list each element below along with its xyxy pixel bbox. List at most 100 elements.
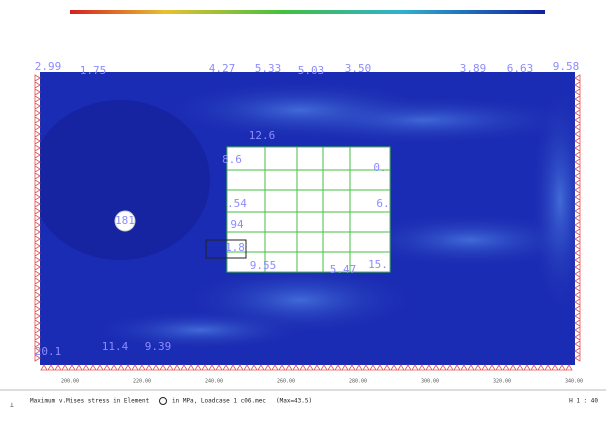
stress-label: 8.6 (222, 153, 242, 166)
support (286, 365, 292, 370)
support (35, 264, 40, 270)
support (35, 152, 40, 158)
support (35, 243, 40, 249)
support (153, 365, 159, 370)
support (230, 365, 236, 370)
support (575, 271, 580, 277)
stress-label: 181 (115, 214, 135, 227)
support (314, 365, 320, 370)
support (468, 365, 474, 370)
support (575, 159, 580, 165)
support (69, 365, 75, 370)
support (35, 138, 40, 144)
support (575, 229, 580, 235)
support (575, 264, 580, 270)
support (412, 365, 418, 370)
stress-label: 15. (368, 258, 388, 271)
support (35, 124, 40, 130)
support (545, 365, 551, 370)
support (566, 365, 572, 370)
support (35, 292, 40, 298)
support (35, 117, 40, 123)
support (118, 365, 124, 370)
support (377, 365, 383, 370)
support (35, 173, 40, 179)
support (489, 365, 495, 370)
support (575, 257, 580, 263)
support (575, 75, 580, 81)
support (90, 365, 96, 370)
stress-label: 5.47 (330, 263, 357, 276)
support (244, 365, 250, 370)
support (575, 180, 580, 186)
x-axis-label: 300.00 (421, 379, 439, 385)
support (575, 334, 580, 340)
support (195, 365, 201, 370)
support (510, 365, 516, 370)
support (391, 365, 397, 370)
support (35, 194, 40, 200)
support (575, 152, 580, 158)
stress-label: 20.1 (35, 345, 62, 358)
stress-label: 9.58 (553, 60, 580, 73)
support (447, 365, 453, 370)
support (575, 327, 580, 333)
support (35, 145, 40, 151)
support (307, 365, 313, 370)
support (328, 365, 334, 370)
support (35, 327, 40, 333)
support (209, 365, 215, 370)
support (35, 103, 40, 109)
support (349, 365, 355, 370)
color-bar (70, 10, 545, 14)
axis-icon: ⊥ (10, 402, 14, 409)
support (552, 365, 558, 370)
support (35, 180, 40, 186)
stress-label: 9.55 (250, 259, 277, 272)
support (97, 365, 103, 370)
support (524, 365, 530, 370)
support (188, 365, 194, 370)
support (132, 365, 138, 370)
support (575, 201, 580, 207)
x-axis-label: 260.00 (277, 379, 295, 385)
support (575, 320, 580, 326)
opening (227, 147, 390, 272)
support (575, 292, 580, 298)
support (575, 173, 580, 179)
support (559, 365, 565, 370)
support (575, 341, 580, 347)
support (35, 257, 40, 263)
support (575, 222, 580, 228)
support (575, 215, 580, 221)
support (35, 82, 40, 88)
support (35, 89, 40, 95)
support (575, 313, 580, 319)
support (35, 166, 40, 172)
element-icon (160, 398, 167, 405)
support (321, 365, 327, 370)
support (35, 285, 40, 291)
support (575, 117, 580, 123)
support (216, 365, 222, 370)
support (35, 229, 40, 235)
support (575, 138, 580, 144)
support (41, 365, 47, 370)
support (293, 365, 299, 370)
support (575, 208, 580, 214)
support (575, 236, 580, 242)
x-axis-label: 340.00 (565, 379, 583, 385)
support (575, 124, 580, 130)
support (55, 365, 61, 370)
support (35, 110, 40, 116)
support (300, 365, 306, 370)
support (356, 365, 362, 370)
support (475, 365, 481, 370)
support (405, 365, 411, 370)
support (531, 365, 537, 370)
support (517, 365, 523, 370)
support (167, 365, 173, 370)
support (575, 89, 580, 95)
support (35, 201, 40, 207)
stress-label: 94 (230, 218, 244, 231)
